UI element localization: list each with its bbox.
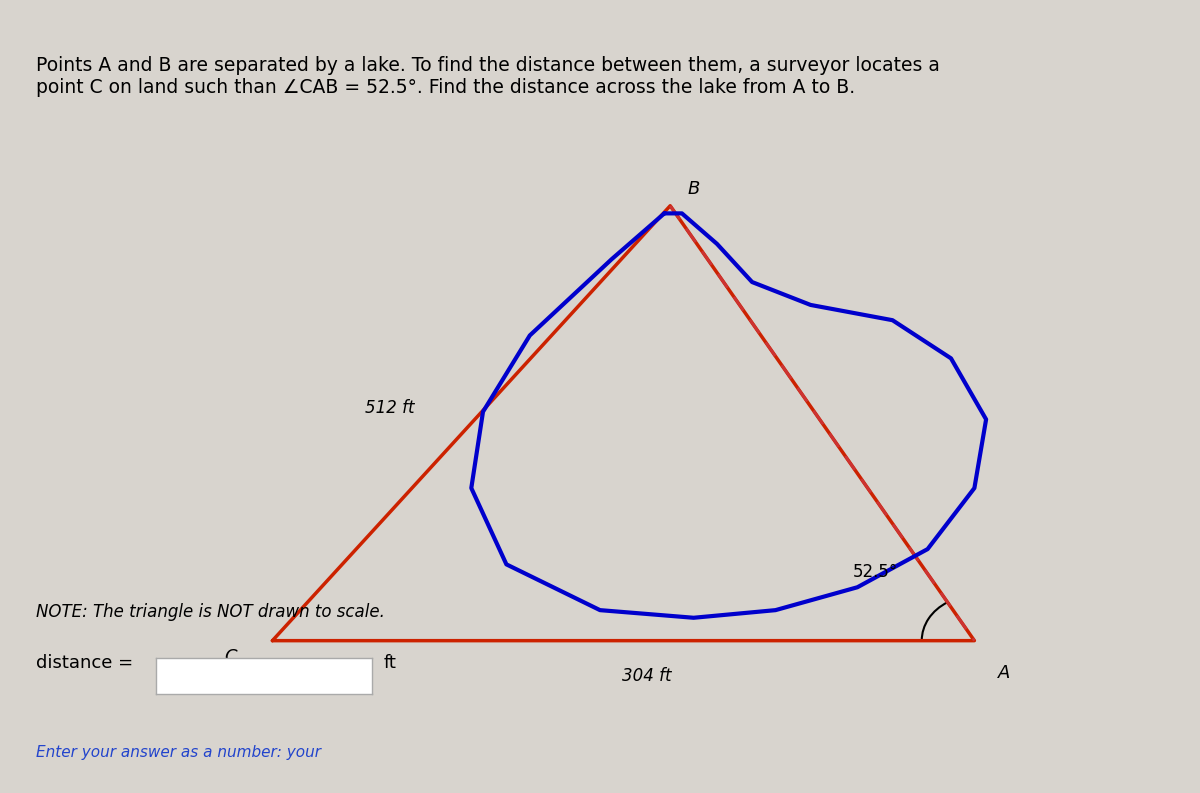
Text: C: C — [224, 649, 238, 666]
Text: distance =: distance = — [36, 654, 133, 672]
Text: B: B — [688, 180, 700, 198]
Text: 512 ft: 512 ft — [365, 399, 414, 417]
Text: NOTE: The triangle is NOT drawn to scale.: NOTE: The triangle is NOT drawn to scale… — [36, 603, 385, 621]
Text: Points A and B are separated by a lake. To find the distance between them, a sur: Points A and B are separated by a lake. … — [36, 56, 940, 97]
Text: 304 ft: 304 ft — [622, 668, 672, 685]
Text: ft: ft — [384, 654, 397, 672]
Text: Enter your answer as a number: your: Enter your answer as a number: your — [36, 745, 322, 760]
Text: 52.5°: 52.5° — [852, 563, 898, 581]
Text: A: A — [998, 664, 1010, 681]
